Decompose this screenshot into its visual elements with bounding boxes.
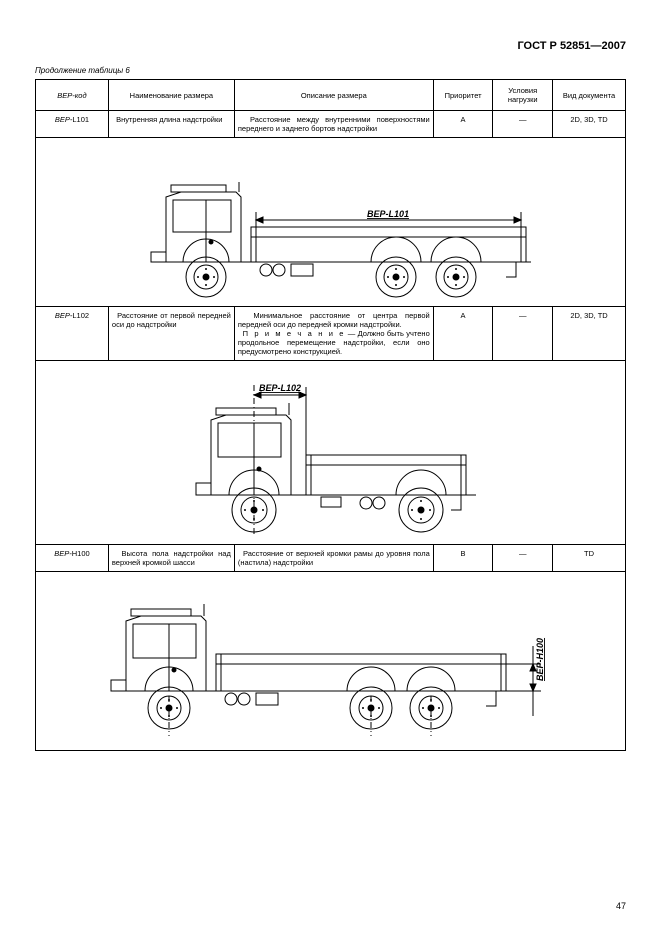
diagram-cell: BEP-L101 <box>36 138 626 307</box>
page-number: 47 <box>616 901 626 911</box>
cell-desc: Минимальное расстояние от центра первой … <box>234 307 433 361</box>
cell-priority: B <box>433 545 493 572</box>
cell-priority: A <box>433 307 493 361</box>
cell-desc: Расстояние между внутренними поверхностя… <box>234 111 433 138</box>
truck-diagram-h100: BEP-H100 <box>81 576 581 746</box>
th-doc: Вид документа <box>553 80 626 111</box>
th-desc: Описание размера <box>234 80 433 111</box>
diagram-row: BEP-L101 <box>36 138 626 307</box>
table-row: BEP-L101 Внутренняя длина надстройки Рас… <box>36 111 626 138</box>
table-caption: Продолжение таблицы 6 <box>35 66 626 75</box>
th-code: BEP-код <box>36 80 109 111</box>
cell-doc: TD <box>553 545 626 572</box>
cell-load: — <box>493 545 553 572</box>
table-row: BEP-H100 Высота пола надстройки над верх… <box>36 545 626 572</box>
diagram-row: BEP-H100 <box>36 572 626 751</box>
cell-desc: Расстояние от верхней кромки рамы до уро… <box>234 545 433 572</box>
svg-text:BEP-L101: BEP-L101 <box>366 209 408 219</box>
cell-code: BEP-H100 <box>36 545 109 572</box>
diagram-row: BEP-L102 <box>36 361 626 545</box>
cell-name: Расстояние от первой передней оси до над… <box>108 307 234 361</box>
svg-text:BEP-L102: BEP-L102 <box>258 383 300 393</box>
th-name: Наименование размера <box>108 80 234 111</box>
document-standard-header: ГОСТ Р 52851—2007 <box>35 40 626 52</box>
table-row: BEP-L102 Расстояние от первой передней о… <box>36 307 626 361</box>
cell-doc: 2D, 3D, TD <box>553 111 626 138</box>
diagram-cell: BEP-H100 <box>36 572 626 751</box>
truck-diagram-l102: BEP-L102 <box>166 365 496 540</box>
cell-priority: A <box>433 111 493 138</box>
cell-name: Внутренняя длина надстройки <box>108 111 234 138</box>
th-priority: Приоритет <box>433 80 493 111</box>
cell-name: Высота пола надстройки над верхней кромк… <box>108 545 234 572</box>
cell-load: — <box>493 307 553 361</box>
cell-code: BEP-L101 <box>36 111 109 138</box>
svg-text:BEP-H100: BEP-H100 <box>535 638 545 681</box>
cell-doc: 2D, 3D, TD <box>553 307 626 361</box>
th-load: Условия нагрузки <box>493 80 553 111</box>
diagram-cell: BEP-L102 <box>36 361 626 545</box>
dimensions-table: BEP-код Наименование размера Описание ра… <box>35 79 626 751</box>
table-header-row: BEP-код Наименование размера Описание ра… <box>36 80 626 111</box>
cell-load: — <box>493 111 553 138</box>
truck-diagram-l101: BEP-L101 <box>111 142 551 302</box>
cell-code: BEP-L102 <box>36 307 109 361</box>
